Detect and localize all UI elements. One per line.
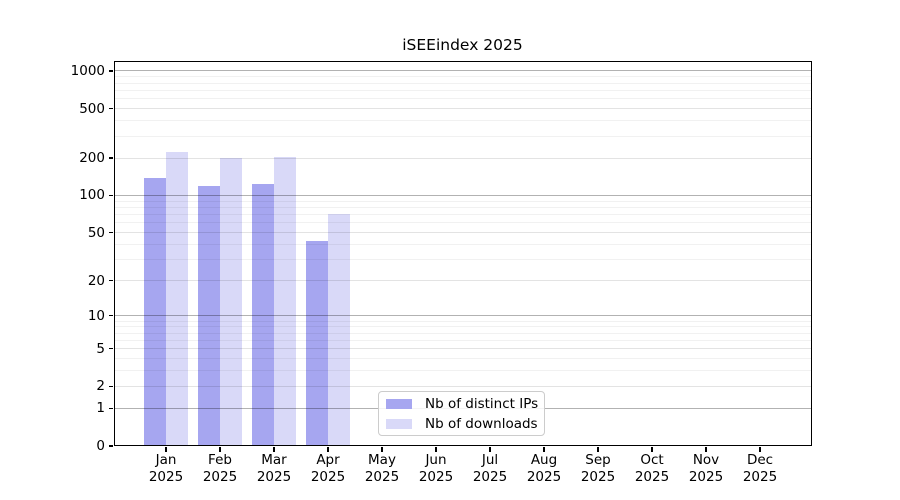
bar-distinct-ips-feb	[198, 185, 220, 446]
y-tick-label-5: 5	[96, 340, 105, 357]
gridline-2	[113, 385, 812, 387]
y-tick-1	[108, 407, 113, 410]
x-tick-sep	[597, 447, 599, 452]
y-tick-label-1000: 1000	[70, 62, 105, 79]
x-tick-mar	[273, 447, 275, 452]
y-tick-label-0: 0	[96, 438, 105, 454]
gridline-300	[113, 135, 812, 137]
x-tick-jul	[489, 447, 491, 452]
y-tick-0	[108, 445, 113, 447]
x-tick-label-sep: Sep 2025	[580, 452, 616, 485]
gridline-400	[113, 120, 812, 122]
legend-swatch-downloads	[386, 418, 412, 429]
x-tick-may	[381, 447, 383, 452]
x-tick-label-apr: Apr 2025	[310, 452, 346, 485]
y-tick-label-20: 20	[87, 272, 105, 289]
x-tick-label-may: May 2025	[364, 452, 400, 485]
bar-distinct-ips-jan	[144, 178, 166, 446]
x-tick-dec	[759, 447, 761, 452]
x-tick-oct	[651, 447, 653, 452]
gridline-50	[113, 232, 812, 234]
x-tick-label-nov: Nov 2025	[688, 452, 724, 485]
gridline-5	[113, 348, 812, 350]
bar-distinct-ips-mar	[252, 183, 274, 446]
y-tick-20	[108, 280, 113, 282]
gridline-6	[113, 339, 812, 341]
y-tick-label-2: 2	[96, 378, 105, 395]
bar-downloads-mar	[274, 156, 296, 446]
x-tick-label-jul: Jul 2025	[472, 452, 508, 485]
x-tick-label-jun: Jun 2025	[418, 452, 454, 485]
gridline-20	[113, 280, 812, 282]
x-tick-label-feb: Feb 2025	[202, 452, 238, 485]
y-tick-label-1: 1	[96, 400, 105, 417]
gridline-40	[113, 243, 812, 245]
gridline-7	[113, 332, 812, 334]
y-tick-label-200: 200	[79, 150, 105, 167]
legend-swatch-distinct-ips	[386, 398, 412, 409]
gridline-60	[113, 222, 812, 224]
legend: Nb of distinct IPs Nb of downloads	[378, 391, 545, 436]
y-tick-label-500: 500	[79, 100, 105, 117]
x-tick-apr	[327, 447, 329, 452]
gridline-700	[113, 89, 812, 91]
x-tick-jan	[165, 447, 167, 452]
y-tick-2	[108, 385, 113, 387]
y-tick-200	[108, 157, 113, 159]
y-tick-1000	[108, 70, 113, 72]
gridline-900	[113, 76, 812, 78]
gridline-3	[113, 370, 812, 372]
x-tick-label-mar: Mar 2025	[256, 452, 292, 485]
x-tick-jun	[435, 447, 437, 452]
gridline-800	[113, 82, 812, 84]
y-tick-500	[108, 107, 113, 110]
x-tick-label-dec: Dec 2025	[742, 452, 778, 485]
bar-downloads-jan	[166, 152, 188, 446]
x-tick-label-aug: Aug 2025	[526, 452, 562, 485]
legend-label-downloads: Nb of downloads	[425, 415, 538, 432]
gridline-200	[113, 157, 812, 159]
bar-downloads-apr	[328, 213, 350, 446]
legend-item-distinct-ips: Nb of distinct IPs	[386, 395, 539, 412]
y-tick-10	[108, 315, 113, 317]
x-tick-aug	[543, 447, 545, 452]
gridline-1000	[113, 70, 812, 72]
y-tick-label-100: 100	[79, 187, 105, 204]
x-tick-label-oct: Oct 2025	[634, 452, 670, 485]
x-tick-label-jan: Jan 2025	[148, 452, 184, 485]
gridline-30	[113, 259, 812, 261]
y-tick-100	[108, 194, 113, 197]
gridline-8	[113, 326, 812, 328]
gridline-80	[113, 206, 812, 208]
gridline-9	[113, 320, 812, 322]
y-tick-label-50: 50	[87, 224, 105, 241]
gridline-500	[113, 108, 812, 110]
legend-label-distinct-ips: Nb of distinct IPs	[425, 395, 539, 412]
x-tick-nov	[705, 447, 707, 452]
gridline-600	[113, 98, 812, 100]
bar-distinct-ips-apr	[306, 240, 328, 446]
gridline-70	[113, 214, 812, 216]
y-tick-50	[108, 231, 113, 234]
y-tick-label-10: 10	[87, 307, 105, 324]
gridline-90	[113, 200, 812, 202]
gridline-4	[113, 358, 812, 360]
gridline-10	[113, 315, 812, 317]
bar-downloads-feb	[220, 158, 242, 446]
y-tick-5	[108, 348, 113, 350]
chart-title: iSEEindex 2025	[402, 36, 523, 54]
x-tick-feb	[219, 447, 221, 452]
gridline-100	[113, 194, 812, 196]
legend-item-downloads: Nb of downloads	[386, 415, 538, 432]
